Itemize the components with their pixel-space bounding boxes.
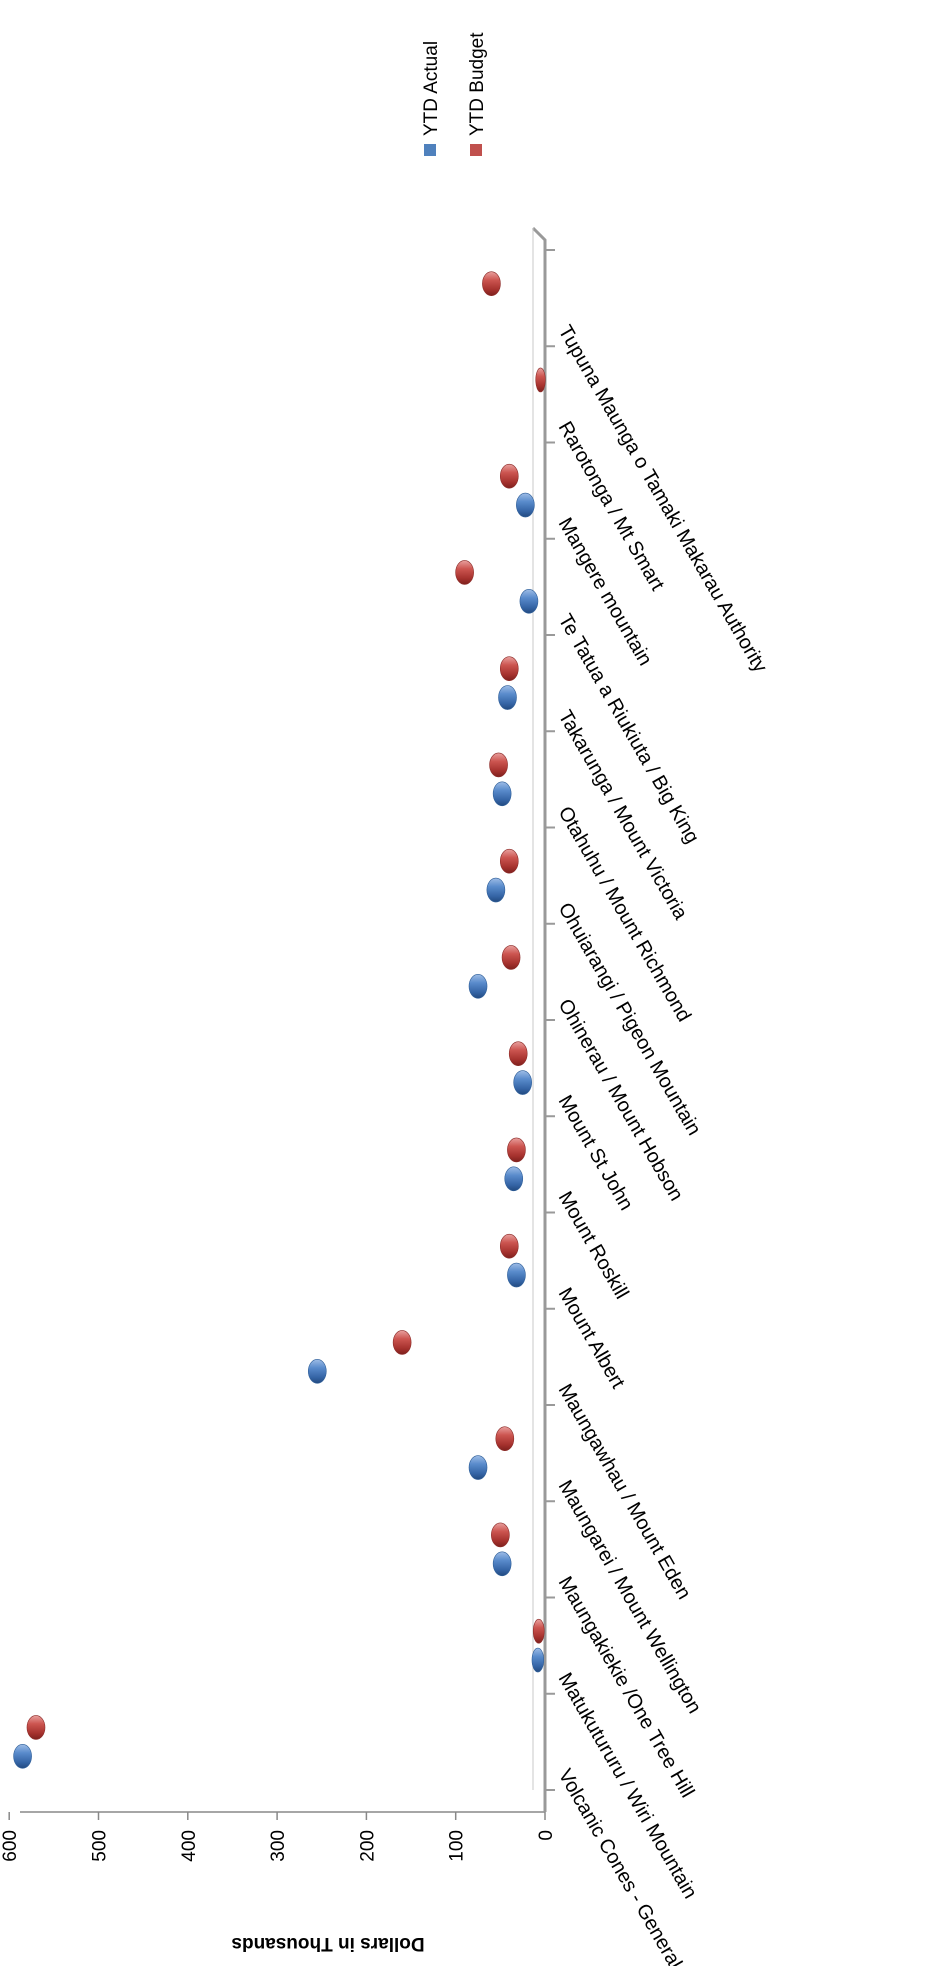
bar-cap	[536, 368, 546, 392]
bar-cap	[520, 589, 538, 613]
bar-cap	[498, 686, 516, 710]
bar-ytd-actual-12	[520, 589, 538, 613]
bar-ytd-budget-7	[509, 1042, 527, 1066]
bar-cap	[393, 1330, 411, 1354]
bar-ytd-budget-10	[490, 753, 508, 777]
bar-cap	[456, 560, 474, 584]
bar-ytd-actual-5	[507, 1263, 525, 1287]
bar-cap	[502, 945, 520, 969]
bar-cap	[507, 1263, 525, 1287]
bar-cap	[487, 878, 505, 902]
legend: YTD Actual YTD Budget	[421, 32, 488, 156]
legend-swatch	[470, 144, 482, 156]
value-axis-title: Dollars in Thousands	[231, 1933, 424, 1954]
bar-ytd-actual-10	[493, 782, 511, 806]
bar-cap	[490, 753, 508, 777]
legend-swatch	[424, 144, 436, 156]
bar-ytd-budget-4	[393, 1330, 411, 1354]
bar-cap	[482, 272, 500, 296]
bar-ytd-budget-9	[500, 849, 518, 873]
value-tick-label: 500	[90, 1830, 111, 1862]
bar-cap	[507, 1138, 525, 1162]
value-tick-label: 200	[357, 1830, 378, 1862]
bar-ytd-budget-13	[500, 464, 518, 488]
bar-ytd-budget-11	[500, 657, 518, 681]
value-tick-label: 600	[0, 1830, 21, 1862]
bar-ytd-actual-9	[487, 878, 505, 902]
bar-ytd-actual-11	[498, 686, 516, 710]
legend-item-ytd-budget: YTD Budget	[467, 32, 488, 156]
bar-cap	[500, 464, 518, 488]
value-tick-label: 400	[179, 1830, 200, 1862]
bar-ytd-actual-13	[516, 493, 534, 517]
bar-ytd-budget-5	[500, 1234, 518, 1258]
bar-ytd-actual-1	[532, 1648, 544, 1672]
bar-cap	[469, 974, 487, 998]
bar-cap	[514, 1071, 532, 1095]
bar-cap	[469, 1456, 487, 1480]
bar-ytd-budget-6	[507, 1138, 525, 1162]
bar-cap	[308, 1359, 326, 1383]
bar-cap	[500, 849, 518, 873]
bar-ytd-budget-3	[496, 1427, 514, 1451]
bar-cap	[500, 1234, 518, 1258]
bar-cap	[493, 1552, 511, 1576]
bar-ytd-actual-4	[308, 1359, 326, 1383]
value-tick-label: 0	[536, 1830, 557, 1841]
bar-ytd-budget-1	[533, 1619, 544, 1643]
bar-ytd-actual-6	[505, 1167, 523, 1191]
bar-cap	[500, 657, 518, 681]
bar-ytd-actual-7	[514, 1071, 532, 1095]
bar-ytd-actual-3	[469, 1456, 487, 1480]
bar-ytd-budget-14	[536, 368, 546, 392]
bar-cap	[505, 1167, 523, 1191]
legend-label: YTD Budget	[467, 32, 488, 136]
bar-cap	[493, 782, 511, 806]
bar-ytd-actual-0	[14, 1744, 32, 1768]
bar-cap	[516, 493, 534, 517]
bar-ytd-budget-12	[456, 560, 474, 584]
bar-ytd-budget-8	[502, 945, 520, 969]
axis-layer: 0 100 200 300 400 500 600 Dollars in Thousands	[0, 228, 557, 1954]
bar-ytd-budget-15	[482, 272, 500, 296]
value-tick-label: 100	[447, 1830, 468, 1862]
floor-edge	[533, 228, 545, 1812]
bar-cap	[509, 1042, 527, 1066]
category-label: Tupuna Maunga o Tamaki Makarau Authority	[554, 322, 772, 677]
bar-ytd-budget-0	[27, 1715, 45, 1739]
bar-cap	[532, 1648, 544, 1672]
bar-cap	[533, 1619, 544, 1643]
bar-cap	[14, 1744, 32, 1768]
bar-ytd-actual-2	[493, 1552, 511, 1576]
value-tick-label: 300	[268, 1830, 289, 1862]
bar-ytd-actual-8	[469, 974, 487, 998]
bar-ytd-budget-2	[491, 1523, 509, 1547]
legend-label: YTD Actual	[421, 41, 442, 136]
category-label: Rarotonga / Mt Smart	[554, 418, 669, 595]
bar-cap	[27, 1715, 45, 1739]
bar-cap	[496, 1427, 514, 1451]
bars-layer	[14, 272, 546, 1769]
bar-cap	[491, 1523, 509, 1547]
legend-item-ytd-actual: YTD Actual	[421, 41, 442, 156]
